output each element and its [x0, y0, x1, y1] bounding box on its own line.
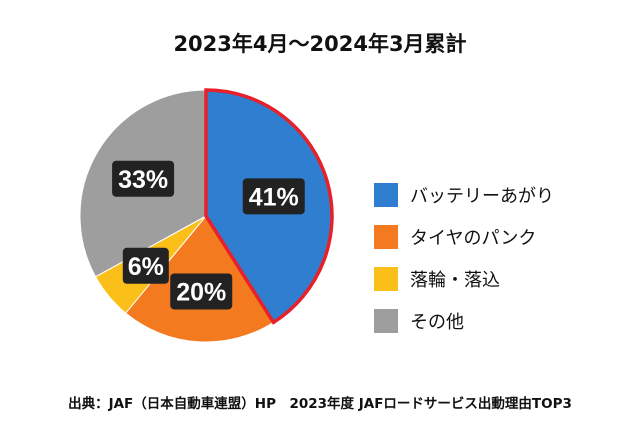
data-label-battery: 41%	[242, 178, 305, 215]
legend-swatch	[374, 225, 398, 249]
data-label-puncture: 20%	[170, 273, 233, 310]
data-label-wheel-drop: 6%	[122, 247, 169, 284]
data-label-text: 6%	[128, 253, 164, 281]
legend-label: バッテリーあがり	[410, 186, 554, 207]
source-note: 出典：JAF（日本自動車連盟）HP 2023年度 JAFロードサービス出動理由T…	[68, 396, 572, 412]
data-label-other: 33%	[112, 160, 175, 197]
legend-label: 落輪・落込	[410, 270, 500, 291]
legend: バッテリーあがり タイヤのパンク 落輪・落込 その他	[374, 180, 554, 336]
legend-label: タイヤのパンク	[410, 228, 537, 249]
legend-label: その他	[410, 312, 464, 333]
slice-highlight-outline	[204, 88, 334, 325]
legend-item-puncture: タイヤのパンク	[374, 222, 554, 252]
legend-swatch	[374, 267, 398, 291]
legend-item-other: その他	[374, 306, 554, 336]
chart-title: 2023年4月～2024年3月累計	[173, 32, 467, 56]
data-label-text: 20%	[176, 278, 226, 306]
data-label-text: 33%	[118, 166, 168, 194]
legend-item-wheel-drop: 落輪・落込	[374, 264, 554, 294]
legend-swatch	[374, 183, 398, 207]
data-label-box	[122, 247, 169, 284]
data-label-box	[170, 273, 233, 310]
data-label-box	[242, 178, 305, 215]
data-label-text: 41%	[249, 183, 299, 211]
legend-swatch	[374, 309, 398, 333]
data-label-box	[112, 160, 175, 197]
legend-item-battery: バッテリーあがり	[374, 180, 554, 210]
